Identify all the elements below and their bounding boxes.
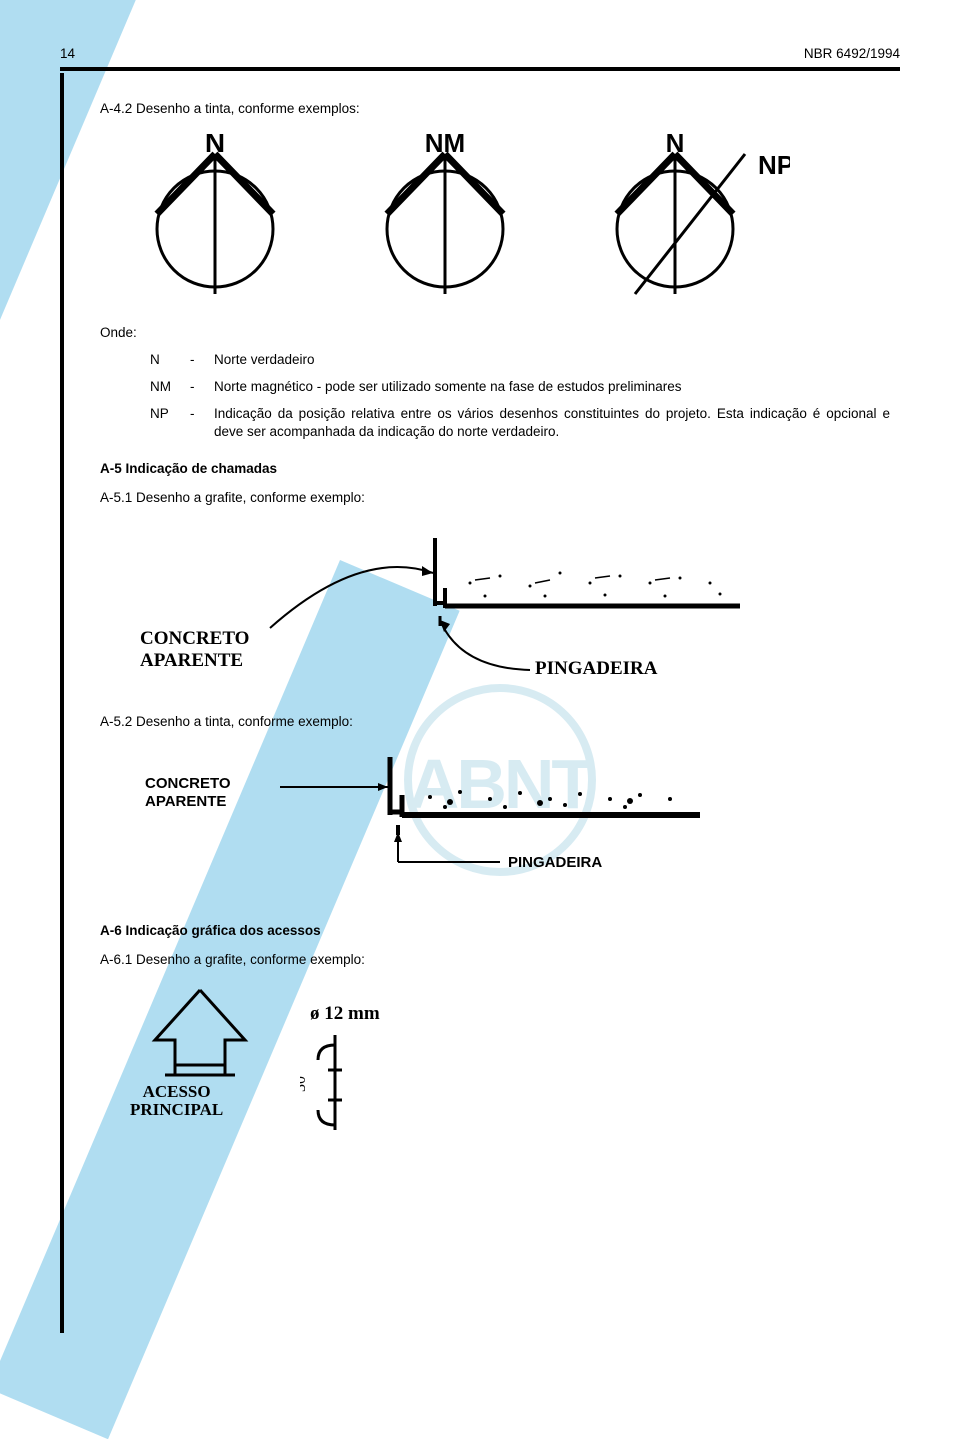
doc-id: NBR 6492/1994 xyxy=(804,45,900,64)
onde-label: Onde: xyxy=(100,324,900,343)
a61: A-6.1 Desenho a grafite, conforme exempl… xyxy=(100,951,900,970)
compass-n-np: N NP xyxy=(590,134,790,304)
compass-n: N xyxy=(130,134,300,304)
callout-concreto-t: CONCRETO APARENTE xyxy=(145,775,231,811)
callout-concreto-g: CONCRETO APARENTE xyxy=(140,628,249,672)
def-np-key: NP xyxy=(150,405,190,443)
a6-title: A-6 Indicação gráfica dos acessos xyxy=(100,922,900,941)
def-n-key: N xyxy=(150,351,190,370)
a52: A-5.2 Desenho a tinta, conforme exemplo: xyxy=(100,713,900,732)
section-a42: A-4.2 Desenho a tinta, conforme exemplos… xyxy=(100,100,900,119)
compass-nm: NM xyxy=(360,134,530,304)
label-nm: NM xyxy=(425,134,465,158)
label-np: NP xyxy=(758,150,790,180)
page-number: 14 xyxy=(60,45,75,64)
def-n-val: Norte verdadeiro xyxy=(214,351,890,370)
label-n2: N xyxy=(666,134,685,158)
rebar-symbol: 30 xyxy=(300,1030,370,1140)
a51: A-5.1 Desenho a grafite, conforme exempl… xyxy=(100,489,900,508)
def-np-val: Indicação da posição relativa entre os v… xyxy=(214,405,890,443)
svg-text:30: 30 xyxy=(300,1076,309,1092)
acesso-label: ACESSO PRINCIPAL xyxy=(130,1083,223,1120)
top-rule xyxy=(60,67,900,71)
def-nm-key: NM xyxy=(150,378,190,397)
diam-label: ø 12 mm xyxy=(310,1003,380,1025)
callout-pingadeira-t: PINGADEIRA xyxy=(508,854,602,871)
label-n: N xyxy=(205,134,225,158)
def-nm-val: Norte magnético - pode ser utilizado som… xyxy=(214,378,890,397)
detail-grafite xyxy=(100,528,900,698)
a5-title: A-5 Indicação de chamadas xyxy=(100,460,900,479)
left-frame xyxy=(60,73,64,1333)
detail-tinta xyxy=(100,747,900,897)
callout-pingadeira-g: PINGADEIRA xyxy=(535,658,657,680)
